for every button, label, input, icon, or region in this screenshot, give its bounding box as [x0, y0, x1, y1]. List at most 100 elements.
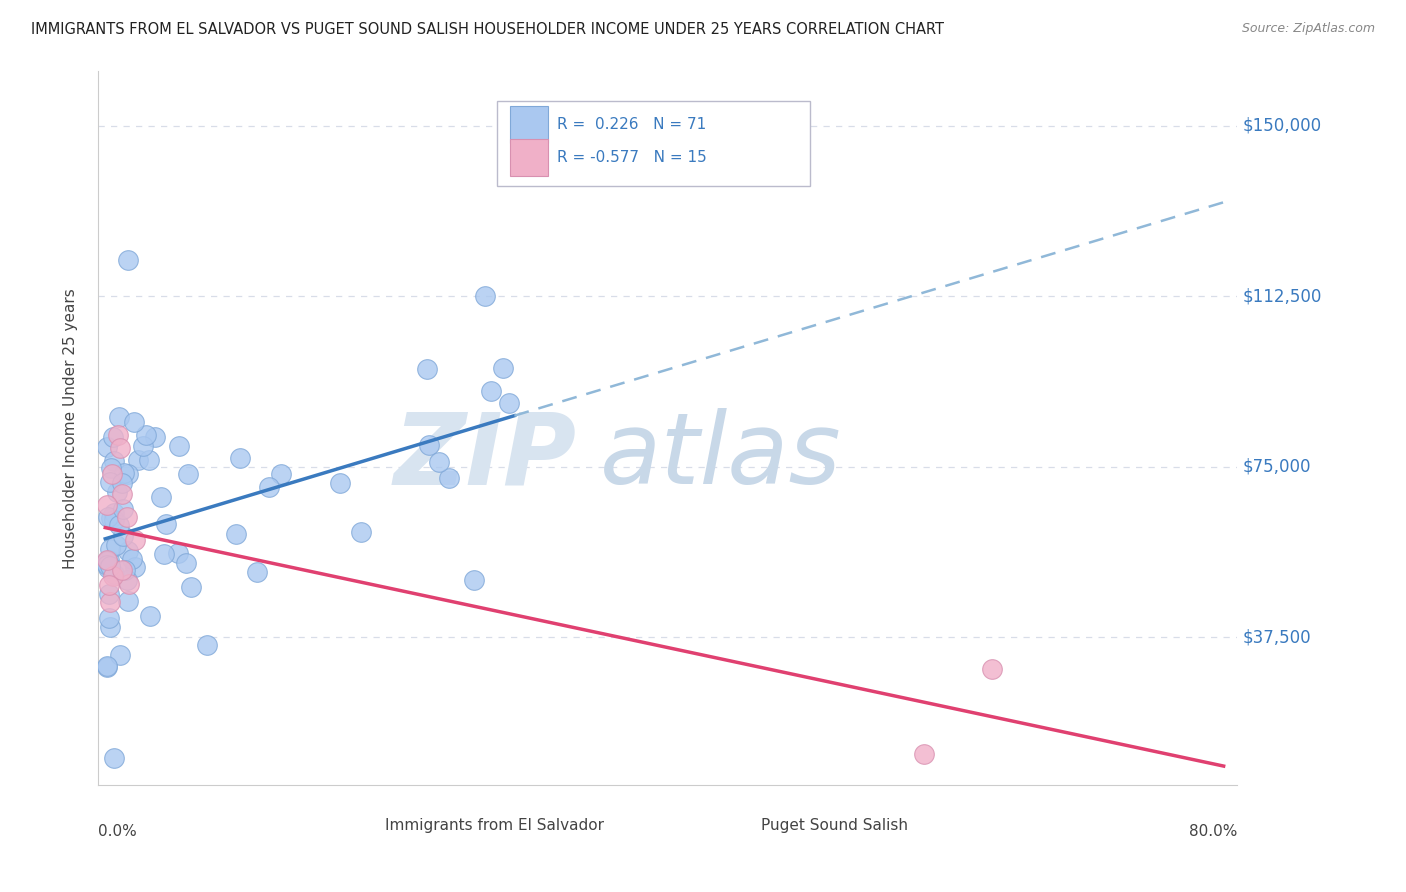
Point: [479, 384, 502, 399]
Point: [108, 441, 131, 455]
Point: [112, 502, 135, 516]
Point: [225, 526, 247, 541]
FancyBboxPatch shape: [498, 102, 810, 186]
Point: [98, 475, 121, 489]
Point: [103, 751, 125, 765]
Point: [270, 467, 292, 482]
Point: [139, 609, 162, 624]
Point: [114, 563, 136, 577]
Text: Source: ZipAtlas.com: Source: ZipAtlas.com: [1241, 22, 1375, 36]
Point: [176, 556, 198, 570]
Text: $150,000: $150,000: [1243, 117, 1322, 135]
Point: [498, 396, 520, 410]
Point: [96, 498, 118, 512]
Point: [97, 611, 120, 625]
Point: [117, 593, 139, 607]
Point: [111, 529, 134, 543]
Point: [246, 566, 269, 580]
Text: atlas: atlas: [599, 409, 841, 505]
Point: [229, 450, 252, 465]
Point: [107, 427, 129, 442]
FancyBboxPatch shape: [509, 106, 548, 144]
Point: [103, 507, 125, 521]
Point: [117, 573, 139, 587]
Point: [105, 538, 128, 552]
Text: 0.0%: 0.0%: [98, 824, 138, 839]
Point: [474, 289, 496, 303]
Point: [97, 561, 120, 575]
Point: [108, 517, 131, 532]
Point: [96, 660, 118, 674]
Text: $112,500: $112,500: [1243, 287, 1323, 305]
Point: [96, 440, 118, 454]
Y-axis label: Householder Income Under 25 years: Householder Income Under 25 years: [63, 288, 77, 568]
Point: [98, 586, 121, 600]
Point: [100, 510, 122, 524]
Point: [96, 659, 118, 673]
Point: [96, 558, 118, 572]
Point: [98, 541, 121, 556]
Text: ZIP: ZIP: [394, 409, 576, 505]
Point: [110, 487, 132, 501]
Point: [167, 546, 190, 560]
Point: [97, 510, 120, 524]
Point: [117, 543, 139, 558]
Point: [143, 430, 166, 444]
Point: [155, 517, 177, 532]
Point: [150, 490, 173, 504]
Point: [329, 476, 352, 491]
Point: [418, 437, 440, 451]
FancyBboxPatch shape: [728, 813, 755, 840]
Point: [100, 467, 122, 481]
Point: [127, 452, 149, 467]
Point: [115, 510, 138, 524]
Point: [122, 415, 145, 429]
Point: [463, 574, 485, 588]
Point: [153, 547, 176, 561]
Point: [108, 648, 131, 662]
Point: [427, 455, 450, 469]
Point: [980, 662, 1002, 676]
Point: [437, 471, 460, 485]
Point: [177, 467, 200, 481]
Point: [118, 576, 141, 591]
Point: [124, 533, 146, 547]
Point: [132, 439, 155, 453]
Point: [117, 253, 139, 268]
Point: [108, 409, 131, 424]
Point: [96, 554, 118, 568]
Point: [492, 360, 515, 375]
Point: [135, 428, 157, 442]
Text: $37,500: $37,500: [1243, 628, 1312, 646]
Point: [98, 620, 121, 634]
Point: [121, 551, 143, 566]
Point: [103, 566, 125, 581]
Point: [117, 467, 139, 482]
Point: [416, 361, 439, 376]
Point: [98, 558, 121, 573]
Point: [101, 569, 124, 583]
FancyBboxPatch shape: [353, 813, 380, 840]
Point: [98, 595, 121, 609]
FancyBboxPatch shape: [509, 139, 548, 177]
Text: R =  0.226   N = 71: R = 0.226 N = 71: [557, 118, 707, 132]
Point: [103, 513, 125, 527]
Point: [103, 454, 125, 468]
Point: [111, 476, 134, 491]
Point: [96, 553, 118, 567]
Point: [111, 563, 134, 577]
Point: [138, 453, 160, 467]
Text: R = -0.577   N = 15: R = -0.577 N = 15: [557, 150, 707, 165]
Point: [100, 461, 122, 475]
Point: [350, 524, 373, 539]
Point: [912, 747, 935, 762]
Point: [101, 430, 124, 444]
Text: IMMIGRANTS FROM EL SALVADOR VS PUGET SOUND SALISH HOUSEHOLDER INCOME UNDER 25 YE: IMMIGRANTS FROM EL SALVADOR VS PUGET SOU…: [31, 22, 943, 37]
Point: [124, 560, 146, 574]
Point: [167, 439, 190, 453]
Point: [97, 577, 120, 591]
Text: Immigrants from El Salvador: Immigrants from El Salvador: [385, 818, 605, 833]
Text: 80.0%: 80.0%: [1189, 824, 1237, 839]
Point: [195, 638, 218, 652]
Point: [105, 485, 128, 500]
